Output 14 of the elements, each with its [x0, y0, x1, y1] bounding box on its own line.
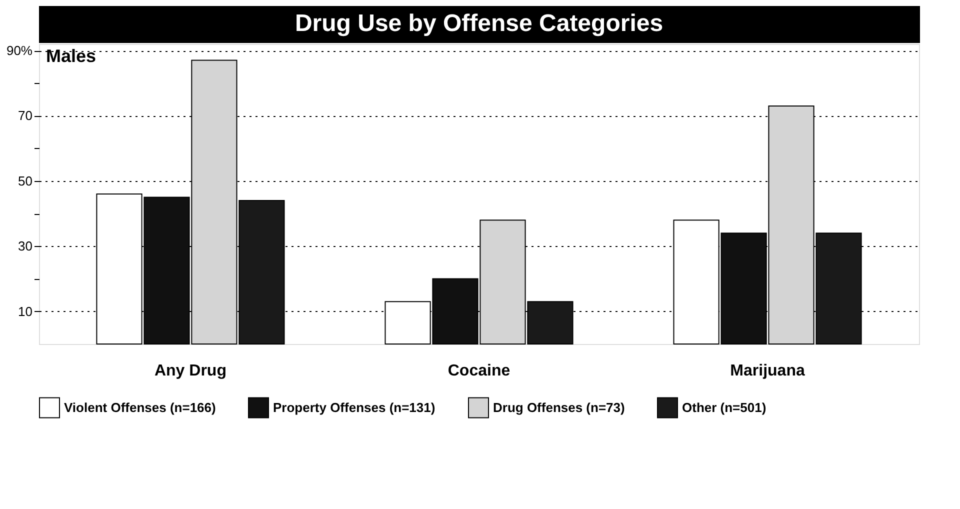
legend-label: Property Offenses (n=131) — [273, 400, 436, 415]
legend-label: Violent Offenses (n=166) — [64, 400, 216, 415]
chart-title: Drug Use by Offense Categories — [294, 10, 664, 37]
x-tick-label: Cocaine — [448, 362, 510, 380]
legend-label: Other (n=501) — [682, 400, 766, 415]
y-tick-label: 90% — [6, 43, 33, 58]
chart-subtitle: Males — [46, 46, 96, 66]
x-tick-label: Any Drug — [154, 362, 226, 380]
legend-label: Drug Offenses (n=73) — [493, 400, 625, 415]
y-tick-label: 50 — [18, 173, 32, 188]
y-tick-label: 10 — [18, 304, 32, 319]
y-tick-label: 30 — [18, 238, 32, 254]
x-tick-label: Marijuana — [730, 362, 805, 380]
y-tick-label: 70 — [18, 108, 32, 124]
